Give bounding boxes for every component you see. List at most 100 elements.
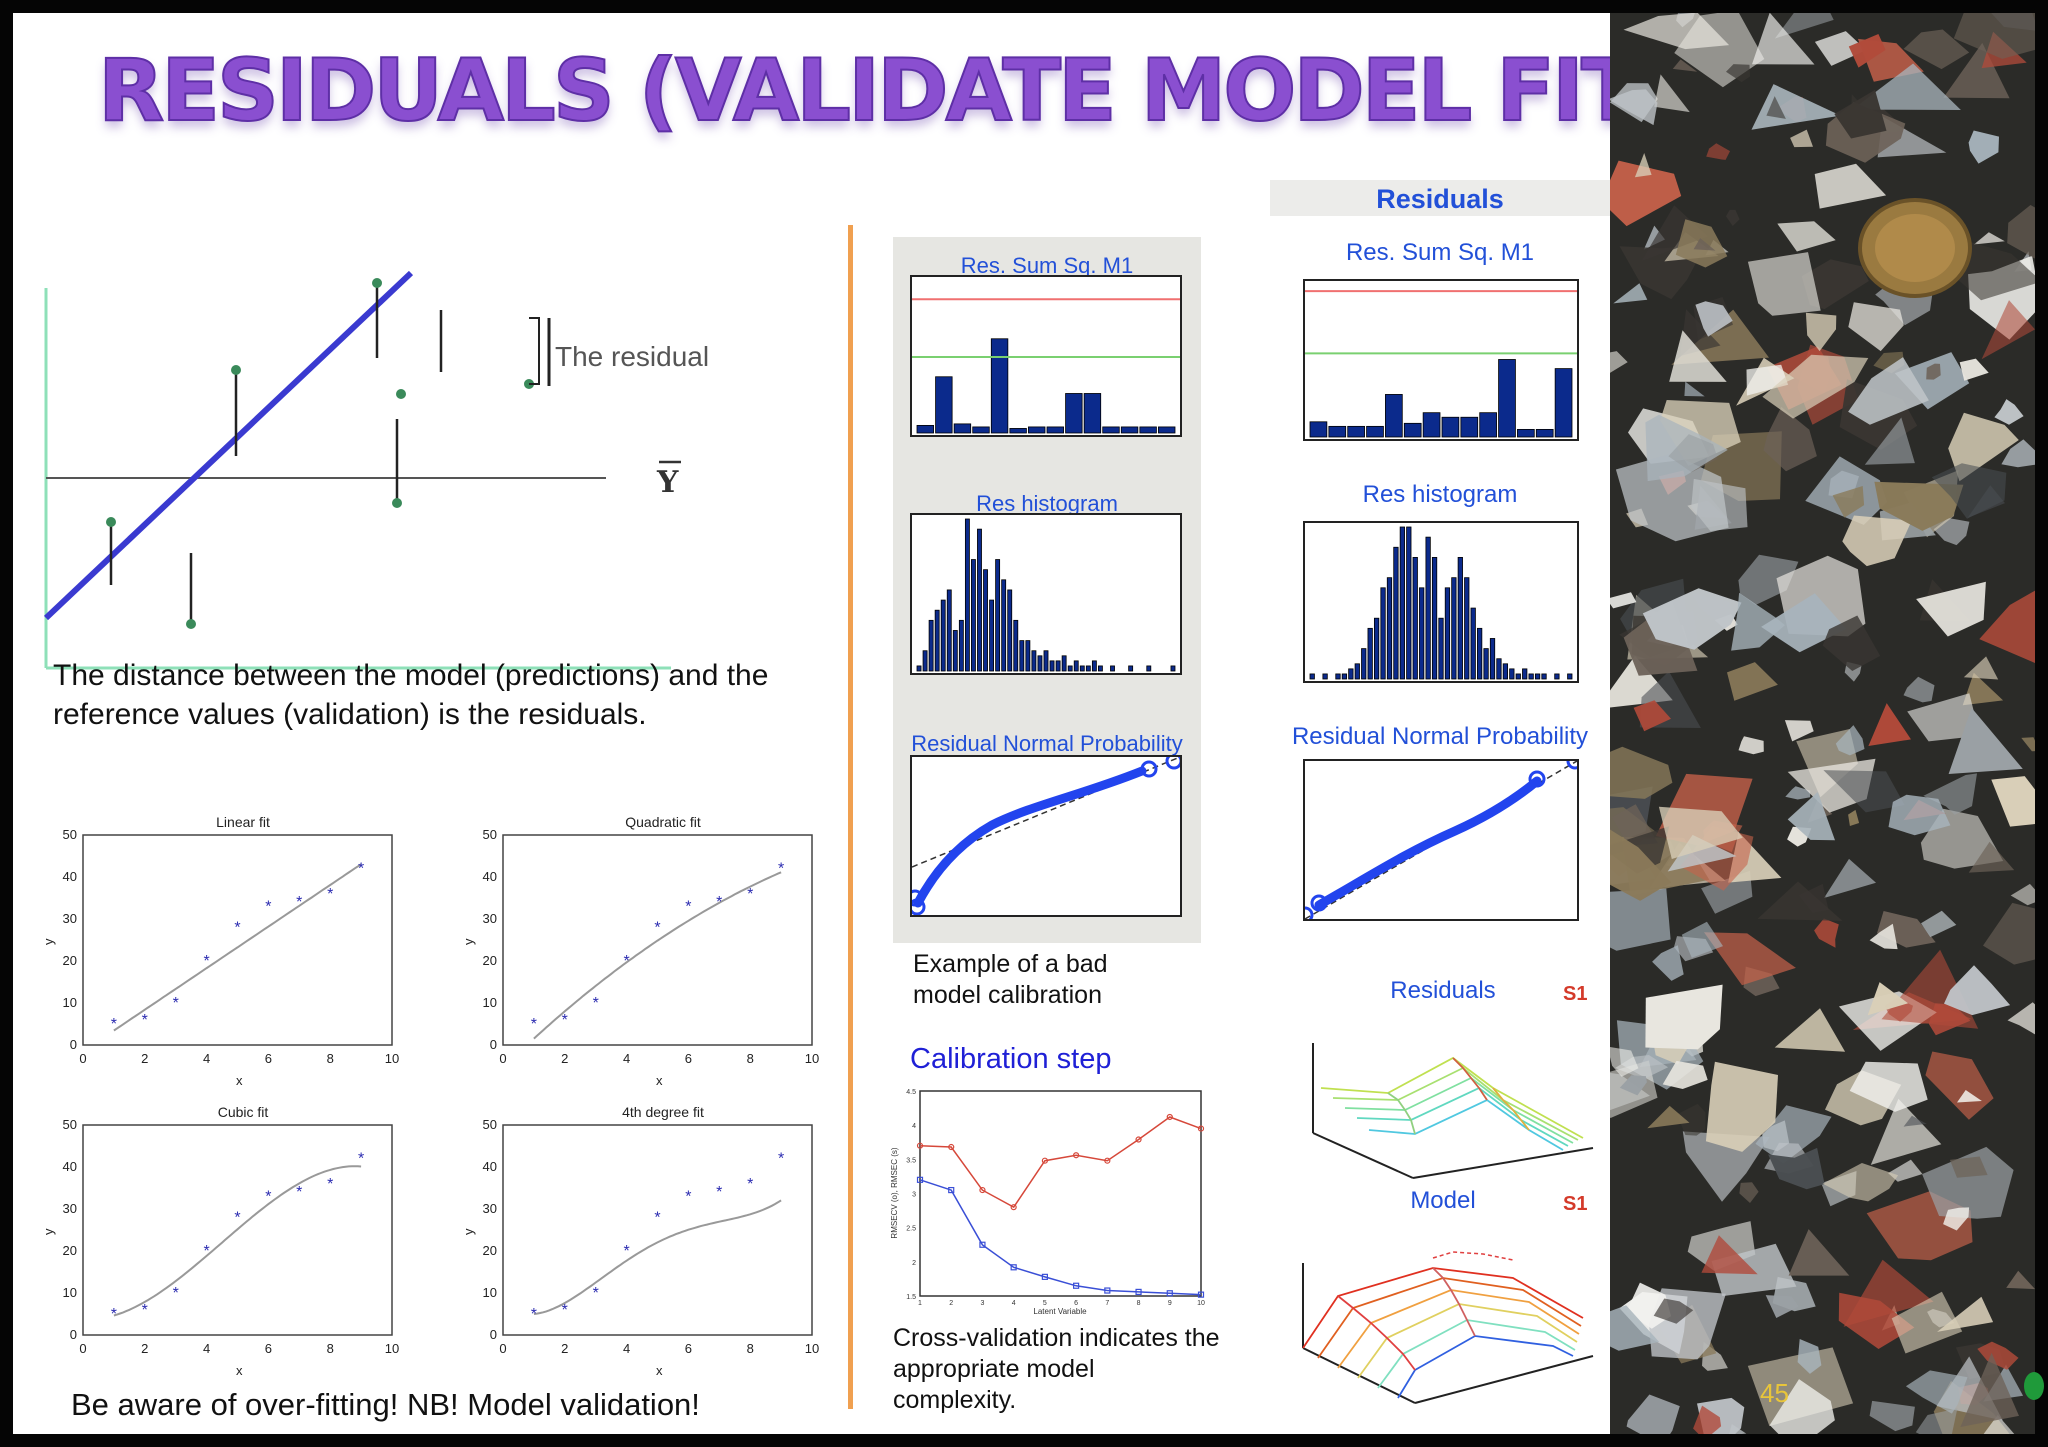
bar bbox=[1483, 648, 1489, 680]
debris-fragment bbox=[1801, 259, 1869, 310]
debris-fragment bbox=[2006, 1270, 2035, 1290]
bar bbox=[1158, 426, 1176, 434]
rmsec-point bbox=[979, 1241, 986, 1248]
debris-fragment bbox=[1790, 129, 1813, 148]
bar bbox=[1393, 546, 1399, 680]
x-tick-label: 6 bbox=[1074, 1300, 1078, 1307]
bar bbox=[1419, 587, 1425, 680]
panel-title: Res. Sum Sq. M1 bbox=[1345, 239, 1535, 266]
y-tick-label: 30 bbox=[63, 1201, 77, 1216]
fit-plot-title: Cubic fit bbox=[217, 1104, 269, 1120]
debris-fragment bbox=[1903, 29, 1970, 70]
normal-probability-plot bbox=[906, 752, 1183, 916]
data-point bbox=[231, 365, 241, 375]
debris-fragment bbox=[1953, 13, 2035, 59]
data-point: * bbox=[111, 1016, 117, 1033]
res-sum-sq-bars bbox=[1305, 290, 1577, 438]
data-point: * bbox=[531, 1016, 537, 1033]
debris-fragment bbox=[1653, 1298, 1694, 1324]
bar bbox=[922, 650, 928, 672]
x-tick-label: 9 bbox=[1168, 1300, 1172, 1307]
bar bbox=[1028, 426, 1046, 434]
y-tick-label: 3 bbox=[912, 1192, 916, 1199]
debris-fragment bbox=[1991, 776, 2035, 827]
rmsecv-point bbox=[948, 1143, 955, 1151]
rmsec-point bbox=[1197, 1291, 1205, 1298]
coin-inner bbox=[1875, 214, 1955, 282]
y-tick-label: 1.5 bbox=[906, 1294, 916, 1301]
debris-fragment bbox=[1774, 1008, 1846, 1052]
bar bbox=[1102, 426, 1120, 434]
bar bbox=[952, 630, 958, 672]
y-tick-label: 20 bbox=[483, 953, 497, 968]
bar bbox=[1361, 648, 1367, 680]
debris-fragment bbox=[1968, 841, 2015, 873]
debris-fragment bbox=[1610, 1305, 1660, 1351]
debris-fragment bbox=[1822, 1163, 1899, 1202]
bar bbox=[1373, 617, 1380, 680]
bar bbox=[1477, 627, 1483, 680]
debris-fragment bbox=[1652, 945, 1684, 981]
debris-fragment bbox=[1752, 13, 1815, 65]
debris-fragment bbox=[1925, 1051, 1994, 1120]
bar bbox=[1535, 428, 1554, 438]
debris-fragment bbox=[1814, 918, 1839, 948]
bad-model-caption: Example of a bad model calibration bbox=[913, 950, 1108, 1009]
bar bbox=[977, 528, 982, 672]
bar bbox=[1515, 673, 1521, 680]
debris-fragment bbox=[1755, 1105, 1832, 1164]
y-tick-label: 10 bbox=[63, 995, 77, 1010]
bar bbox=[1009, 428, 1027, 434]
debris-fragment bbox=[1822, 615, 1881, 671]
bar bbox=[1170, 665, 1176, 672]
bar bbox=[1517, 428, 1535, 438]
bar bbox=[953, 423, 972, 434]
data-point: * bbox=[173, 995, 179, 1012]
debris-fragment bbox=[1693, 238, 1716, 251]
bar bbox=[1438, 617, 1444, 680]
debris-fragment bbox=[1905, 1370, 1968, 1414]
debris-fragment bbox=[2021, 737, 2035, 752]
debris-fragment bbox=[1926, 363, 1941, 380]
debris-fragment bbox=[1761, 593, 1847, 653]
debris-fragment bbox=[1852, 63, 1961, 110]
x-tick-label: 4 bbox=[203, 1051, 210, 1066]
bar bbox=[1554, 673, 1560, 680]
bar bbox=[1079, 665, 1085, 672]
debris-fragment bbox=[1762, 354, 1869, 419]
bar bbox=[1380, 587, 1386, 680]
debris-fragment bbox=[1726, 64, 1750, 83]
debris-fragment bbox=[1949, 1156, 1988, 1178]
x-tick-label: 10 bbox=[1197, 1300, 1205, 1307]
y-tick-label: 2 bbox=[912, 1260, 916, 1267]
bar bbox=[1085, 665, 1091, 672]
y-tick-label: 20 bbox=[63, 1243, 77, 1258]
debris-fragment bbox=[1944, 965, 2011, 1016]
residuals-header-bar: Residuals bbox=[1270, 180, 1610, 216]
debris-fragment bbox=[1870, 1098, 1942, 1165]
x-tick-label: 6 bbox=[685, 1051, 692, 1066]
x-tick-label: 8 bbox=[1137, 1300, 1141, 1307]
x-tick-label: 0 bbox=[499, 1341, 506, 1356]
debris-fragment bbox=[1610, 746, 1673, 799]
debris-fragment bbox=[1931, 463, 2007, 519]
y-axis-label: RMSECV (o), RMSEC (s) bbox=[890, 1147, 899, 1238]
debris-fragment bbox=[1869, 923, 1898, 950]
debris-fragment bbox=[1973, 232, 2005, 245]
debris-fragment bbox=[1672, 59, 1698, 72]
debris-fragment bbox=[1983, 902, 2035, 965]
bar bbox=[1309, 421, 1328, 438]
debris-fragment bbox=[1962, 672, 2004, 706]
bar bbox=[1541, 673, 1547, 680]
res-histogram-chart bbox=[910, 513, 1182, 675]
debris-fragment bbox=[1641, 205, 1708, 262]
debris-fragment bbox=[1943, 1207, 1970, 1231]
bar bbox=[1073, 660, 1079, 672]
bar bbox=[916, 665, 922, 672]
y-axis-label: y bbox=[41, 1228, 56, 1235]
bar bbox=[983, 569, 988, 672]
debris-fragment bbox=[1805, 312, 1837, 352]
data-point bbox=[106, 517, 116, 527]
debris-fragment bbox=[1848, 302, 1904, 352]
debris-fragment bbox=[2001, 439, 2035, 468]
